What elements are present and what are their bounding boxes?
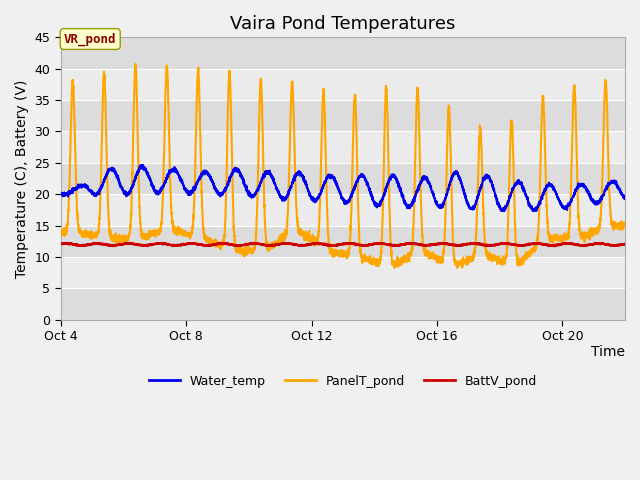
Bar (61, 226, 625, 257)
Bar (61, 163, 625, 194)
Bar (61, 37, 625, 69)
Bar (61, 257, 625, 288)
Legend: Water_temp, PanelT_pond, BattV_pond: Water_temp, PanelT_pond, BattV_pond (143, 370, 542, 393)
X-axis label: Time: Time (591, 345, 625, 359)
Bar (61, 288, 625, 320)
Bar (61, 132, 625, 163)
Text: VR_pond: VR_pond (64, 32, 116, 46)
Y-axis label: Temperature (C), Battery (V): Temperature (C), Battery (V) (15, 79, 29, 278)
Title: Vaira Pond Temperatures: Vaira Pond Temperatures (230, 15, 456, 33)
Bar (61, 194, 625, 226)
Bar (61, 100, 625, 132)
Bar (61, 69, 625, 100)
